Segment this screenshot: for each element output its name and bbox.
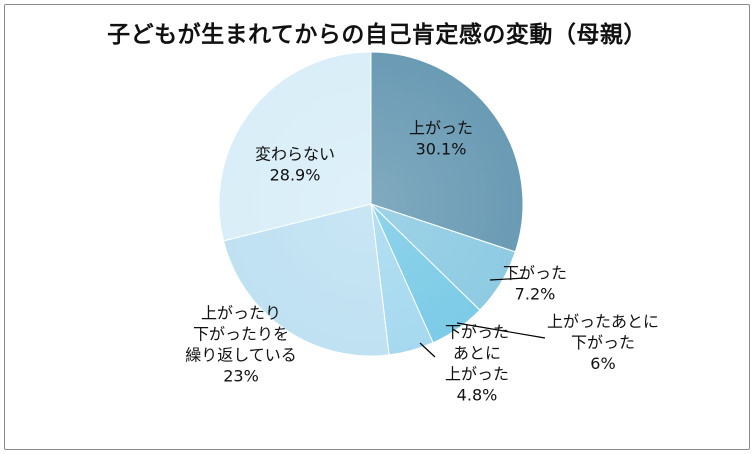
slice-label-5-line-3: 繰り返している (185, 346, 297, 365)
slice-label-6-line-1: 変わらない (255, 145, 335, 164)
slice-value-label-6: 28.9% (270, 166, 321, 185)
slice-value-label-2: 7.2% (515, 285, 556, 304)
slice-value-label-5: 23% (223, 367, 259, 386)
pie-slice-5 (222, 203, 390, 357)
slice-label-4-line-2: あとに (453, 344, 501, 363)
leader-line-3 (456, 322, 546, 339)
leader-line-2 (489, 277, 526, 281)
pie-chart: 上がった30.1%下がった7.2%上がったあとに下がった6%下がったあとに上がっ… (185, 51, 659, 405)
pie-slice-1 (370, 51, 524, 253)
slice-label-4-line-1: 下がった (445, 323, 509, 342)
slice-label-2-line-1: 下がった (503, 264, 567, 283)
slice-label-1-line-1: 上がった (409, 119, 473, 138)
slice-label-5-line-2: 下がったりを (193, 325, 289, 344)
chart-title: 子どもが生まれてからの自己肯定感の変動（母親） (107, 22, 647, 48)
pie-slice-6 (218, 51, 372, 242)
slice-label-5-line-1: 上がったり (201, 304, 281, 323)
leader-line-4 (419, 342, 436, 358)
slice-value-label-3: 6% (590, 354, 615, 373)
slice-label-3-line-2: 下がった (571, 333, 635, 352)
slice-value-label-1: 30.1% (416, 140, 467, 159)
chart-frame: 子どもが生まれてからの自己肯定感の変動（母親） 上がった 30.1% 下がった 7.2… (4, 4, 750, 450)
slice-label-4-line-3: 上がった (445, 365, 509, 384)
slice-label-3-line-1: 上がったあとに (547, 312, 659, 331)
slice-value-label-4: 4.8% (457, 386, 498, 405)
